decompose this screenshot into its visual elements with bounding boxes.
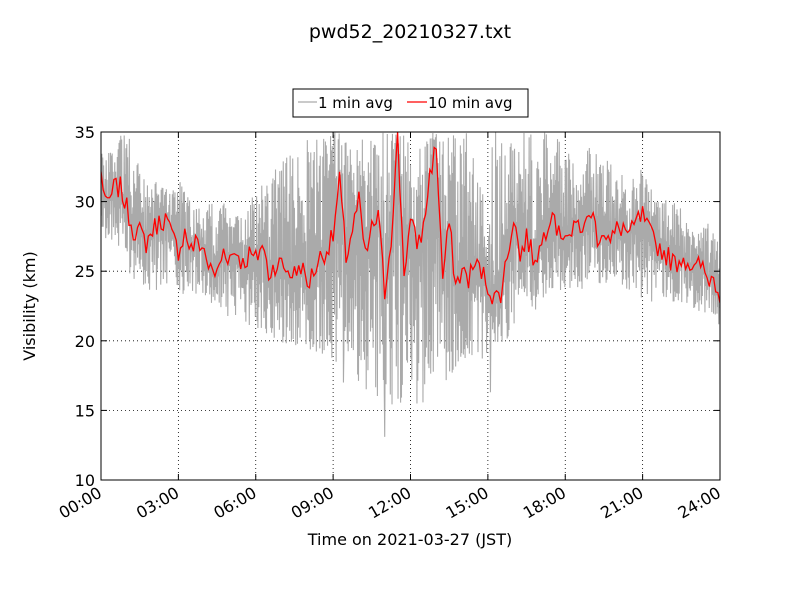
legend-box [292,88,529,118]
y-tick-label: 15 [75,401,95,420]
y-tick-label: 35 [75,123,95,142]
series-line-10-min-avg [101,132,720,305]
chart-legend: 1 min avg 10 min avg [292,88,529,118]
series-line-1-min-avg [101,132,720,437]
y-tick-label: 25 [75,262,95,281]
y-axis-ticks: 10 15 20 25 30 35 [75,123,720,490]
legend-label-1-min-avg: 1 min avg [318,94,393,112]
y-axis-label: Visibility (km) [20,251,39,360]
x-axis-label: Time on 2021-03-27 (JST) [307,530,512,549]
y-tick-label: 30 [75,193,95,212]
legend-label-10-min-avg: 10 min avg [428,94,513,112]
y-tick-label: 20 [75,332,95,351]
chart-title: pwd52_20210327.txt [309,21,511,43]
y-tick-label: 10 [75,471,95,490]
